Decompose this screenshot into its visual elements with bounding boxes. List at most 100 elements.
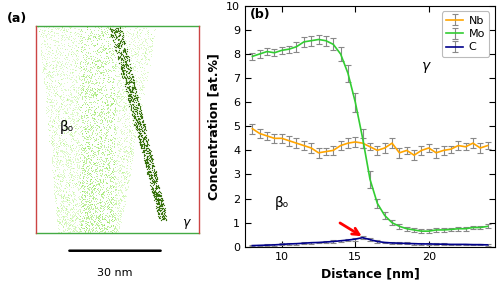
Point xyxy=(76,223,84,227)
Point xyxy=(100,100,108,105)
Point xyxy=(52,200,60,205)
Point xyxy=(85,142,93,146)
Point xyxy=(122,51,130,56)
Point xyxy=(100,92,108,97)
Point xyxy=(94,152,102,156)
Point xyxy=(98,123,106,128)
Point xyxy=(56,208,64,212)
Point xyxy=(118,154,126,158)
Point xyxy=(110,161,118,166)
Point xyxy=(146,169,154,173)
Point xyxy=(64,197,72,202)
Point xyxy=(78,148,86,153)
Point xyxy=(109,38,117,43)
Point xyxy=(90,154,98,158)
Point xyxy=(95,182,103,186)
Point xyxy=(149,169,157,174)
Point xyxy=(140,144,148,149)
Point xyxy=(82,165,90,169)
Point xyxy=(83,113,91,117)
Point xyxy=(69,85,77,89)
Point xyxy=(86,61,94,66)
Point xyxy=(132,123,140,128)
Point xyxy=(84,144,92,148)
Point xyxy=(128,65,136,69)
Point xyxy=(93,223,101,228)
Point xyxy=(45,55,53,59)
Point xyxy=(86,105,94,109)
Point xyxy=(63,97,71,102)
Point xyxy=(124,105,132,109)
Point xyxy=(152,169,160,174)
Point xyxy=(75,40,83,45)
Point xyxy=(106,160,114,165)
Point xyxy=(106,32,114,36)
Point xyxy=(84,154,92,158)
Point xyxy=(60,81,68,86)
Point xyxy=(54,144,62,148)
Point xyxy=(63,57,71,62)
Point xyxy=(88,92,96,97)
Point xyxy=(54,158,62,163)
Point xyxy=(100,164,108,168)
Point xyxy=(158,215,166,220)
Point xyxy=(115,25,123,29)
Point xyxy=(84,183,92,187)
Point xyxy=(126,67,134,71)
Point xyxy=(114,229,122,234)
Point xyxy=(84,164,92,169)
Point xyxy=(91,110,99,115)
Point xyxy=(66,26,74,30)
Point xyxy=(106,228,114,233)
Point xyxy=(141,54,149,59)
Point xyxy=(100,58,108,63)
Point xyxy=(93,187,101,192)
Point xyxy=(132,116,140,121)
Point xyxy=(94,164,102,169)
Point xyxy=(123,158,131,163)
Point xyxy=(52,196,60,200)
Point xyxy=(108,29,116,34)
Point xyxy=(115,169,123,174)
Point xyxy=(95,45,103,50)
Point xyxy=(96,76,104,80)
Point xyxy=(80,45,88,49)
Point xyxy=(114,26,122,30)
Point xyxy=(58,173,66,178)
Point xyxy=(62,105,70,110)
Point xyxy=(80,153,88,158)
Point xyxy=(153,202,161,207)
Point xyxy=(50,154,58,159)
Point xyxy=(88,196,96,201)
Point xyxy=(84,174,92,179)
Point xyxy=(122,180,130,185)
Point xyxy=(132,134,140,139)
Point xyxy=(147,160,155,165)
Point xyxy=(120,55,128,59)
Point xyxy=(74,118,82,122)
Point xyxy=(141,49,149,54)
Point xyxy=(117,58,125,62)
Point xyxy=(80,159,88,164)
Point xyxy=(103,148,111,153)
Point xyxy=(102,83,110,88)
Point xyxy=(72,173,80,177)
Point xyxy=(98,177,106,182)
Point xyxy=(86,70,94,75)
Point xyxy=(88,186,96,191)
Point xyxy=(93,38,101,42)
Point xyxy=(84,220,92,225)
Point xyxy=(46,118,54,123)
Point xyxy=(56,204,64,208)
Point xyxy=(70,197,78,202)
Point xyxy=(78,170,86,174)
Point xyxy=(135,136,143,140)
Point xyxy=(87,220,95,225)
Point xyxy=(76,180,84,184)
Point xyxy=(84,51,92,55)
Point xyxy=(92,61,100,66)
Point xyxy=(76,219,84,223)
Point xyxy=(115,139,123,144)
Point xyxy=(62,184,70,189)
Point xyxy=(90,90,98,95)
